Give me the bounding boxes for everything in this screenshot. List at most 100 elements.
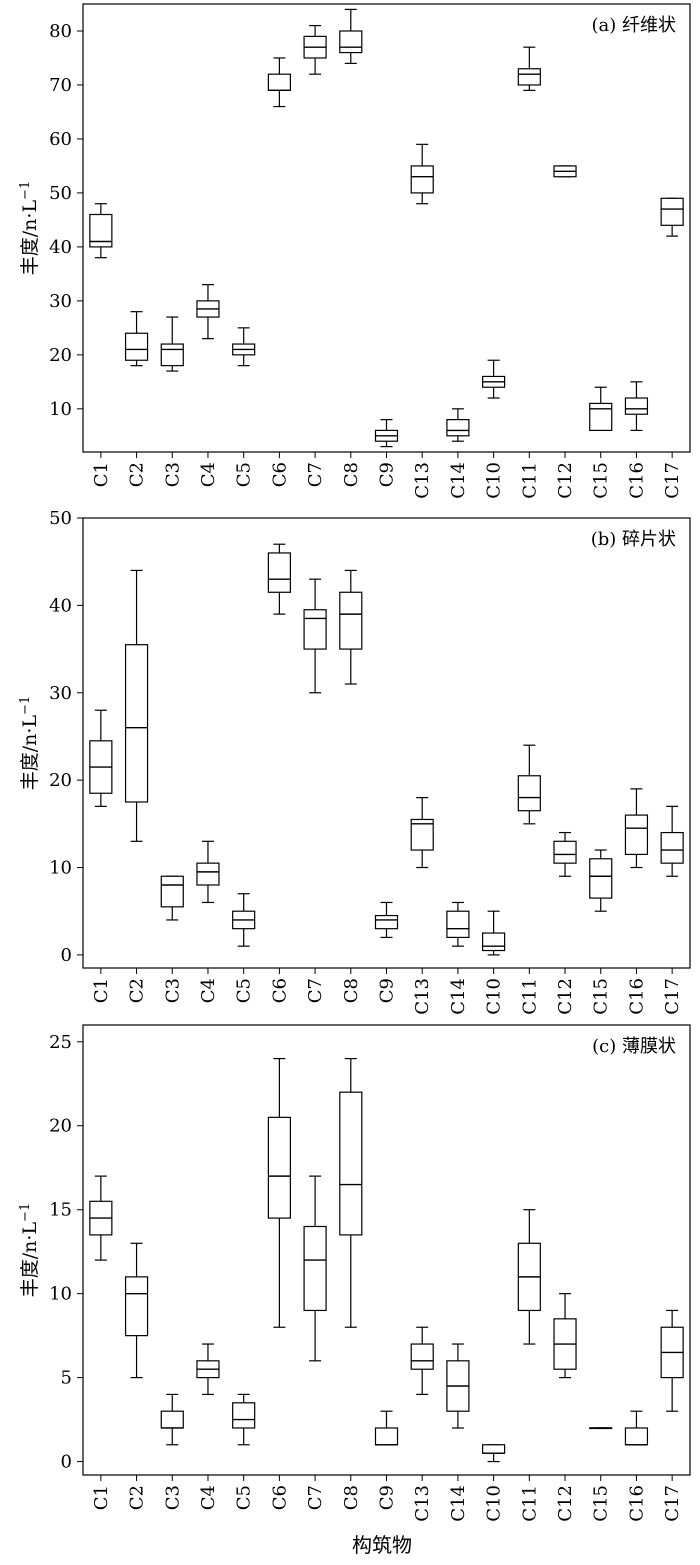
y-tick-label: 30 xyxy=(49,291,72,312)
x-tick-label: C5 xyxy=(234,462,255,487)
x-tick-label: C12 xyxy=(555,978,576,1015)
x-tick-label: C6 xyxy=(269,978,290,1003)
box-iqr xyxy=(267,552,291,593)
x-tick-label: C6 xyxy=(269,462,290,487)
x-tick-label: C2 xyxy=(127,462,148,487)
x-tick-label: C7 xyxy=(305,1485,326,1510)
y-axis-title: 丰度/n·L−1 xyxy=(18,696,42,790)
box-iqr xyxy=(446,910,470,939)
box-iqr xyxy=(482,1444,506,1454)
plot-frame-3 xyxy=(82,1024,691,1476)
box-iqr xyxy=(624,814,649,856)
panel-label: (a) 纤维状 xyxy=(592,15,677,36)
x-tick-label: C12 xyxy=(555,1485,576,1522)
x-tick-label: C16 xyxy=(626,1485,647,1522)
x-tick-label: C9 xyxy=(377,462,398,487)
x-tick-label: C11 xyxy=(519,978,540,1015)
box-iqr xyxy=(124,1276,149,1337)
y-tick-label: 25 xyxy=(49,1032,72,1053)
y-axis-title: 丰度/n·L−1 xyxy=(18,181,42,275)
x-tick-label: C3 xyxy=(162,978,183,1003)
y-tick-label: 40 xyxy=(49,595,72,616)
x-tick-label: C9 xyxy=(377,1485,398,1510)
box-iqr xyxy=(660,197,684,226)
y-axis-title: 丰度/n·L−1 xyxy=(18,1203,42,1297)
panel-label: (c) 薄膜状 xyxy=(592,1036,676,1057)
y-tick-label: 10 xyxy=(49,858,72,879)
x-tick-label: C12 xyxy=(555,462,576,499)
x-tick-label: C14 xyxy=(448,978,469,1015)
y-tick-label: 30 xyxy=(49,683,72,704)
box-iqr xyxy=(160,343,184,367)
y-tick-label: 0 xyxy=(61,1452,72,1473)
x-tick-label: C1 xyxy=(91,1485,112,1510)
x-tick-label: C3 xyxy=(162,1485,183,1510)
x-tick-label: C8 xyxy=(341,1485,362,1510)
y-tick-label: 40 xyxy=(49,237,72,258)
box-iqr xyxy=(196,862,220,886)
box-iqr xyxy=(482,932,506,952)
x-tick-label: C10 xyxy=(484,462,505,499)
x-tick-label: C7 xyxy=(305,462,326,487)
x-tick-label: C2 xyxy=(127,978,148,1003)
x-tick-label: C16 xyxy=(626,462,647,499)
x-tick-label: C16 xyxy=(626,978,647,1015)
box-iqr xyxy=(160,1410,184,1429)
x-tick-label: C14 xyxy=(448,1485,469,1522)
box-iqr xyxy=(267,73,291,91)
box-iqr xyxy=(303,1225,327,1312)
box-iqr xyxy=(339,1091,363,1236)
x-tick-label: C3 xyxy=(162,462,183,487)
x-tick-label: C8 xyxy=(341,462,362,487)
box-iqr xyxy=(589,402,613,432)
x-tick-label: C11 xyxy=(519,1485,540,1522)
y-tick-label: 10 xyxy=(49,1284,72,1305)
x-tick-label: C4 xyxy=(198,1485,219,1510)
box-iqr xyxy=(624,397,649,415)
panel-label: (b) 碎片状 xyxy=(591,529,676,550)
x-tick-label: C13 xyxy=(412,978,433,1015)
y-tick-label: 80 xyxy=(49,21,72,42)
y-tick-label: 15 xyxy=(49,1200,72,1221)
box-iqr xyxy=(89,213,113,248)
plot-frame-1 xyxy=(82,3,691,453)
x-tick-label: C8 xyxy=(341,978,362,1003)
x-tick-label: C1 xyxy=(91,462,112,487)
x-tick-label: C5 xyxy=(234,1485,255,1510)
box-iqr xyxy=(160,875,184,908)
x-tick-label: C10 xyxy=(484,1485,505,1522)
x-tick-label: C4 xyxy=(198,978,219,1003)
box-iqr xyxy=(410,165,434,194)
box-iqr xyxy=(124,332,149,361)
y-tick-label: 0 xyxy=(61,945,72,966)
x-tick-label: C13 xyxy=(412,1485,433,1522)
x-axis-title: 构筑物 xyxy=(352,1533,412,1557)
x-tick-label: C4 xyxy=(198,462,219,487)
x-tick-label: C11 xyxy=(519,462,540,499)
x-tick-label: C15 xyxy=(591,978,612,1015)
y-tick-label: 20 xyxy=(49,1116,72,1137)
x-tick-label: C15 xyxy=(591,462,612,499)
y-tick-label: 10 xyxy=(49,399,72,420)
x-tick-label: C17 xyxy=(662,462,683,499)
x-tick-label: C9 xyxy=(377,978,398,1003)
y-tick-label: 20 xyxy=(49,770,72,791)
y-tick-label: 50 xyxy=(49,508,72,529)
y-tick-label: 50 xyxy=(49,183,72,204)
box-iqr xyxy=(410,818,434,851)
box-iqr xyxy=(517,68,541,86)
box-iqr xyxy=(339,30,363,54)
box-iqr xyxy=(374,1427,399,1446)
x-tick-label: C14 xyxy=(448,462,469,499)
x-tick-label: C17 xyxy=(662,1485,683,1522)
box-iqr xyxy=(232,1402,256,1429)
x-tick-label: C7 xyxy=(305,978,326,1003)
box-iqr xyxy=(303,609,327,650)
x-tick-label: C15 xyxy=(591,1485,612,1522)
x-tick-label: C17 xyxy=(662,978,683,1015)
y-tick-label: 20 xyxy=(49,345,72,366)
box-iqr xyxy=(267,1116,291,1219)
x-tick-label: C13 xyxy=(412,462,433,499)
box-iqr xyxy=(589,858,613,899)
